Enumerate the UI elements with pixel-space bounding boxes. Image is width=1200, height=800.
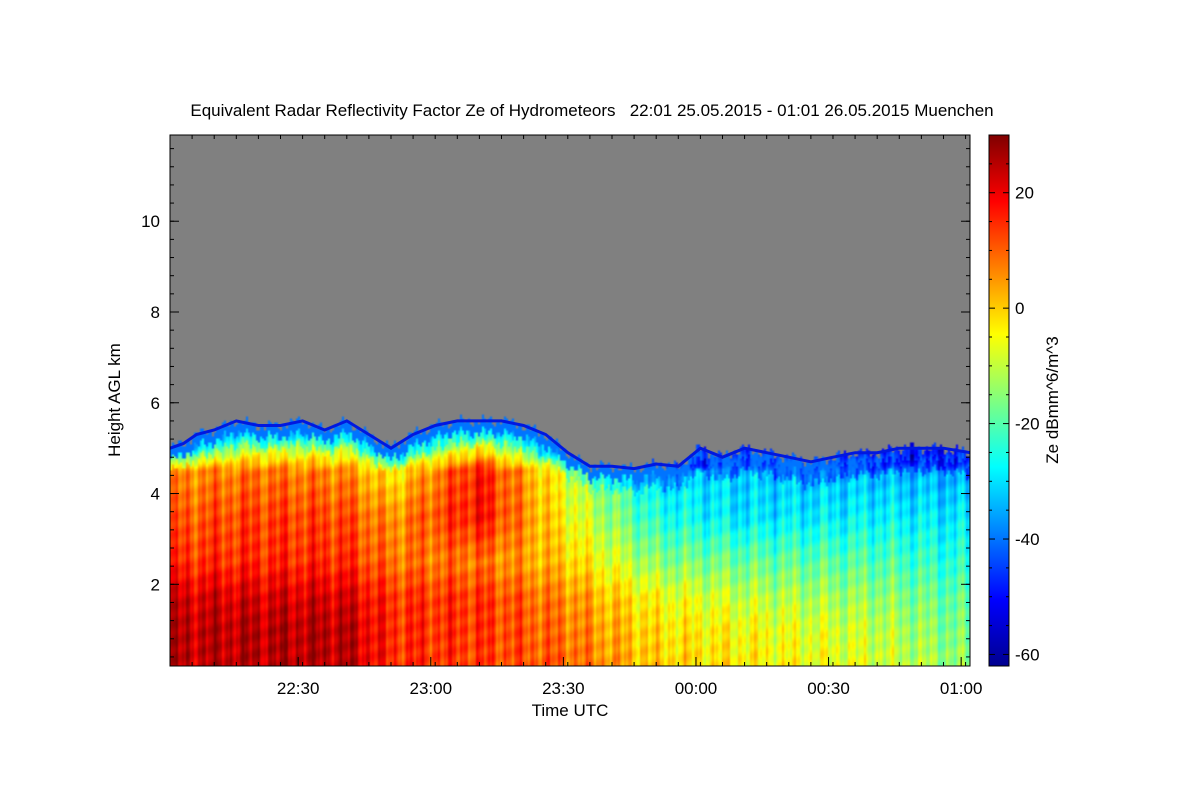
x-tick-label: 01:00 — [940, 679, 983, 698]
colorbar-tick-label: -40 — [1015, 530, 1040, 549]
x-axis-label: Time UTC — [532, 701, 609, 720]
x-tick-label: 22:30 — [277, 679, 320, 698]
colorbar-label: Ze dBmm^6/m^3 — [1043, 336, 1062, 463]
y-tick-label: 8 — [151, 303, 160, 322]
y-axis: 2 4 6 8 10 — [141, 148, 970, 658]
cloud-top-edge — [170, 419, 970, 471]
x-tick-label: 23:00 — [410, 679, 453, 698]
colorbar-gradient — [988, 134, 1010, 667]
y-tick-label: 4 — [151, 485, 160, 504]
y-tick-label: 10 — [141, 212, 160, 231]
y-axis-label: Height AGL km — [105, 343, 124, 457]
plot-frame — [169, 134, 971, 667]
colorbar-tick-label: 20 — [1015, 184, 1034, 203]
reflectivity-heatmap — [170, 135, 970, 666]
colorbar: 20 0 -20 -40 -60 — [988, 134, 1040, 667]
colorbar-tick-label: -60 — [1015, 645, 1040, 664]
plot-area — [170, 135, 970, 666]
colorbar-tick-label: -20 — [1015, 415, 1040, 434]
chart-title: Equivalent Radar Reflectivity Factor Ze … — [190, 101, 993, 120]
y-tick-label: 6 — [151, 394, 160, 413]
x-tick-label: 00:00 — [675, 679, 718, 698]
x-tick-label: 23:30 — [542, 679, 585, 698]
y-tick-label: 2 — [151, 575, 160, 594]
colorbar-tick-label: 0 — [1015, 299, 1024, 318]
x-tick-label: 00:30 — [807, 679, 850, 698]
x-axis: 22:30 23:00 23:30 00:00 00:30 01:00 — [169, 135, 983, 698]
